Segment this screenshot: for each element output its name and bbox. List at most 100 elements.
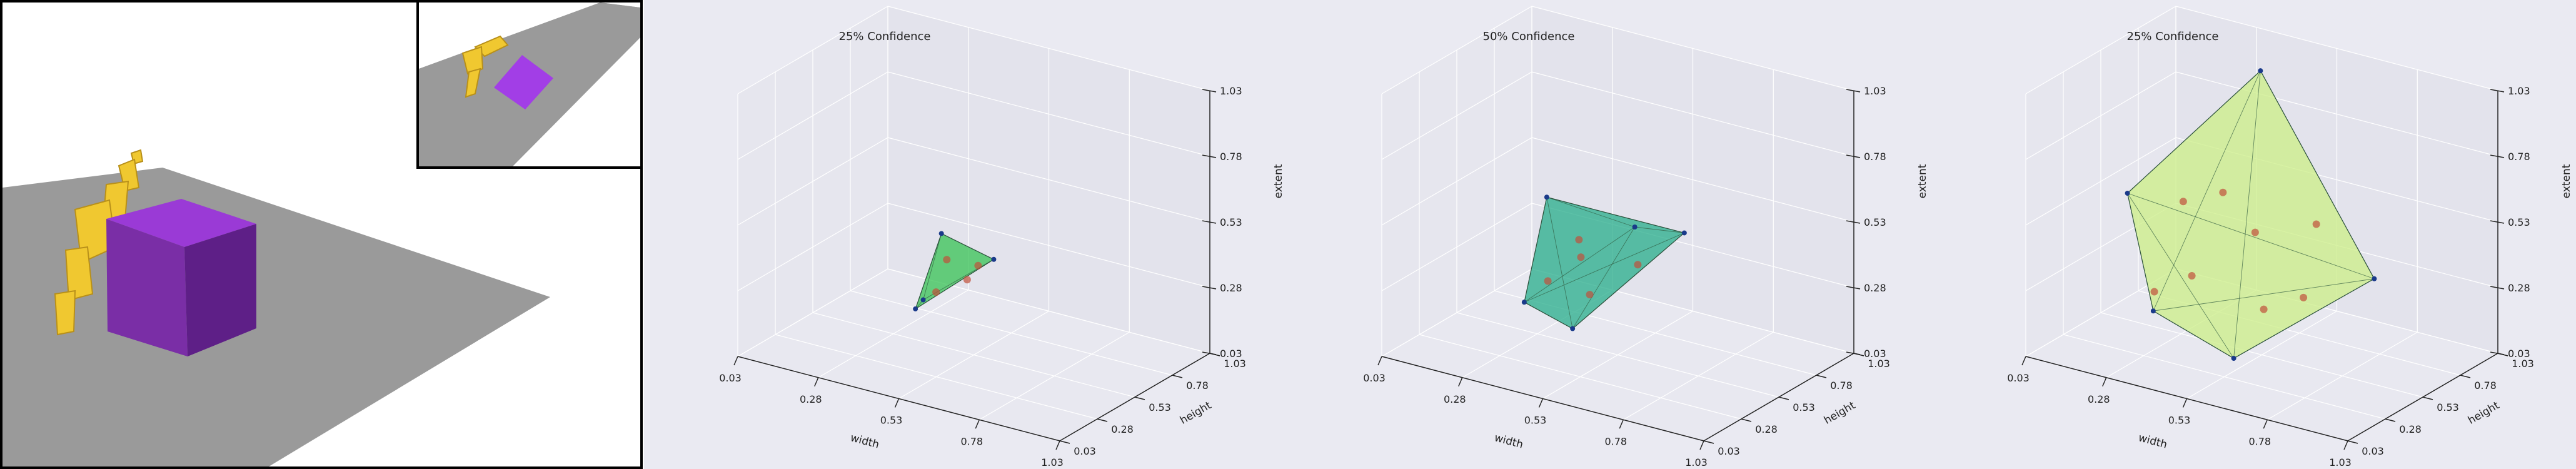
x-tick — [2263, 419, 2268, 429]
z-axis-title: extent — [1916, 164, 1929, 198]
chart-title: 25% Confidence — [839, 30, 931, 43]
gridline — [887, 71, 1210, 157]
chart-3d-3: 0.030.280.530.781.030.030.280.530.781.03… — [2007, 6, 2573, 468]
y-tick — [1097, 418, 1108, 422]
z-tick-label: 0.03 — [1864, 348, 1886, 360]
data-point — [2300, 293, 2308, 301]
y-tick-label: 1.03 — [1868, 358, 1890, 370]
hull-edge — [1546, 196, 1684, 233]
z-axis-title: extent — [1272, 164, 1285, 198]
hull-edge — [2127, 193, 2375, 280]
data-point — [2150, 288, 2158, 296]
y-tick — [1816, 375, 1827, 378]
x-tick-label: 0.78 — [1604, 435, 1627, 447]
inset-view — [416, 0, 643, 169]
data-point — [1575, 236, 1583, 244]
z-tick — [1202, 220, 1217, 224]
gridline — [2025, 137, 2176, 226]
x-tick-label: 0.28 — [800, 393, 822, 405]
y-tick — [2385, 418, 2396, 422]
y-tick-label: 0.53 — [1793, 401, 1815, 413]
z-tick — [2490, 286, 2505, 290]
x-tick-label: 0.28 — [1444, 393, 1466, 405]
z-tick — [1846, 351, 1861, 355]
x-tick-label: 1.03 — [1685, 456, 1708, 468]
z-tick-label: 0.78 — [1220, 151, 1242, 163]
y-axis-title: height — [2466, 399, 2502, 427]
hull-vertex-point — [2150, 308, 2156, 314]
y-tick-label: 0.28 — [2399, 423, 2422, 435]
z-tick — [1846, 220, 1861, 224]
x-tick-label: 0.03 — [1363, 372, 1386, 384]
y-tick — [2460, 375, 2471, 378]
x-axis-title: width — [849, 431, 880, 451]
z-tick — [1846, 154, 1861, 158]
robot-arm-icon — [54, 149, 144, 336]
x-tick — [814, 377, 819, 387]
y-tick-label: 0.03 — [1074, 445, 1096, 457]
data-point — [1586, 291, 1594, 299]
hull-edge — [2233, 71, 2261, 359]
y-tick — [1059, 440, 1070, 444]
hull-vertex-point — [920, 297, 926, 303]
chart-panel-1: 0.03 0.28 0.53 0.78 1.03 0.03 0.28 0.53 0.78 1.03… — [644, 0, 1288, 469]
hull-vertex-point — [1681, 230, 1687, 236]
gridline — [1531, 6, 1854, 91]
z-tick — [1202, 89, 1217, 93]
hull-vertex-point — [991, 256, 997, 262]
y-tick-label: 0.03 — [1718, 445, 1740, 457]
chart-panel-3: 0.03 0.28 0.53 0.78 1.03 0.03 0.28 0.53 0.78 1.03… — [1932, 0, 2576, 469]
z-tick-label: 0.78 — [2508, 151, 2530, 163]
data-point — [2312, 220, 2320, 228]
hull-vertex-point — [1544, 194, 1549, 200]
y-tick-label: 0.03 — [2362, 445, 2384, 457]
hull-edge — [2233, 278, 2375, 359]
data-point — [1577, 253, 1585, 261]
gridline — [737, 6, 888, 94]
gridline — [1381, 71, 1532, 160]
x-tick-label: 1.03 — [1041, 456, 1064, 468]
y-tick — [1703, 440, 1714, 444]
data-point — [2260, 305, 2268, 313]
x-tick — [1458, 377, 1463, 387]
hull-edge — [2127, 193, 2154, 311]
x-tick-label: 0.78 — [960, 435, 983, 447]
x-tick — [2102, 377, 2107, 387]
z-tick — [1202, 286, 1217, 290]
y-tick-label: 0.78 — [1830, 380, 1853, 391]
hull-edge — [941, 233, 994, 260]
gridline — [737, 137, 888, 226]
z-tick-label: 0.28 — [1864, 282, 1886, 294]
chart-title: 50% Confidence — [1483, 30, 1575, 43]
x-tick-label: 0.28 — [2088, 393, 2110, 405]
y-tick — [1172, 375, 1183, 378]
hull-edge — [1524, 233, 1685, 303]
gridline — [887, 137, 1210, 223]
z-tick — [2490, 220, 2505, 224]
z-tick — [1846, 89, 1861, 93]
z-tick — [1202, 154, 1217, 158]
hull-edge — [2153, 310, 2234, 359]
data-point — [932, 288, 940, 296]
hull-edge — [1524, 301, 1573, 329]
z-tick-label: 0.53 — [2508, 216, 2530, 228]
y-axis-title: height — [1178, 399, 1214, 427]
data-point — [2251, 228, 2259, 236]
gridline — [850, 290, 1173, 376]
cube-icon — [106, 199, 256, 356]
gridline — [812, 312, 1135, 398]
y-tick-label: 1.03 — [2512, 358, 2534, 370]
hull-edge — [2127, 70, 2261, 194]
data-point — [1544, 277, 1552, 285]
gridline — [1531, 71, 1854, 157]
gridline — [887, 6, 1210, 91]
y-tick — [2347, 440, 2358, 444]
gridline — [2175, 6, 2498, 91]
chart-3d-2: 0.030.280.530.781.030.030.280.530.781.03… — [1363, 6, 1929, 468]
hull-vertex-point — [2372, 276, 2377, 281]
z-tick-label: 0.03 — [2508, 348, 2530, 360]
x-tick — [1619, 419, 1624, 429]
x-tick-label: 0.53 — [2168, 415, 2191, 426]
hull-vertex-point — [1632, 224, 1638, 229]
